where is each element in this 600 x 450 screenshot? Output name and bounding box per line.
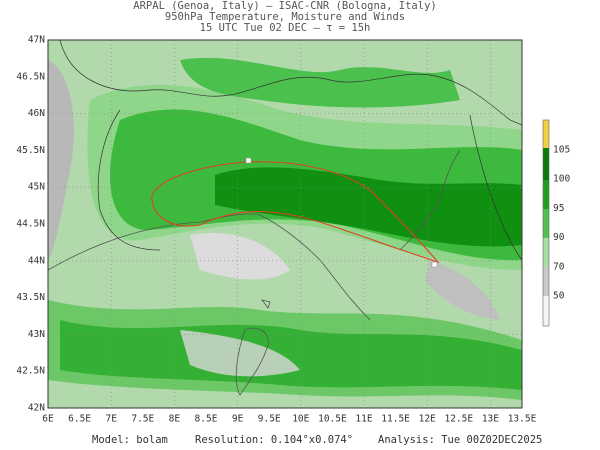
header-line: 950hPa Temperature, Moisture and Winds: [165, 11, 405, 23]
latitude-label: 42N: [28, 403, 45, 414]
colorbar-label: 105: [553, 145, 570, 156]
longitude-label: 12E: [419, 414, 436, 425]
longitude-labels: 6E 6.5E 7E 7.5E 8E 8.5E 9E 9.5E 10E 10.5E 11E 11.5E…: [42, 414, 536, 425]
longitude-label: 9E: [232, 414, 244, 425]
colorbar-label: 90: [553, 232, 565, 243]
map-field: [48, 40, 522, 408]
longitude-label: 13.5E: [508, 414, 537, 425]
longitude-label: 7.5E: [131, 414, 154, 425]
header-line: ARPAL (Genoa, Italy) — ISAC-CNR (Bologna…: [133, 0, 436, 12]
longitude-label: 10E: [292, 414, 309, 425]
longitude-label: 8E: [169, 414, 181, 425]
longitude-label: 11.5E: [381, 414, 410, 425]
longitude-label: 12.5E: [444, 414, 473, 425]
latitude-labels: 47N 46.5N 46N 45.5N 45N 44.5N 44N 43.5N 43N 42.5N…: [16, 35, 45, 414]
longitude-label: 11E: [355, 414, 372, 425]
footer-resolution: Resolution: 0.104°x0.074°: [195, 434, 353, 446]
latitude-label: 43N: [28, 329, 45, 340]
colorbar-labels: 105 100 95 90 70 50: [553, 145, 570, 302]
graticule: [48, 40, 522, 408]
latitude-label: 42.5N: [16, 366, 45, 377]
map-frame: [47, 39, 523, 409]
longitude-label: 6E: [42, 414, 54, 425]
colorbar-label: 95: [553, 203, 564, 214]
colorbar-label: 100: [553, 174, 570, 185]
longitude-label: 9.5E: [258, 414, 281, 425]
footer-analysis: Analysis: Tue 00Z02DEC2025: [378, 434, 542, 446]
colorbar: [542, 119, 550, 327]
footer-model: Model: bolam: [92, 434, 168, 446]
latitude-label: 43.5N: [16, 292, 45, 303]
latitude-label: 46N: [28, 108, 45, 119]
longitude-label: 10.5E: [318, 414, 347, 425]
header-line: 15 UTC Tue 02 DEC — τ = 15h: [200, 22, 371, 34]
longitude-label: 8.5E: [195, 414, 218, 425]
latitude-label: 45N: [28, 182, 45, 193]
longitude-label: 7E: [105, 414, 117, 425]
longitude-label: 13E: [482, 414, 499, 425]
latitude-label: 44.5N: [16, 219, 45, 230]
latitude-label: 45.5N: [16, 145, 45, 156]
latitude-label: 46.5N: [16, 71, 45, 82]
colorbar-label: 50: [553, 291, 565, 302]
latitude-label: 44N: [28, 255, 45, 266]
colorbar-label: 70: [553, 261, 565, 272]
longitude-label: 6.5E: [68, 414, 91, 425]
latitude-label: 47N: [28, 35, 45, 46]
